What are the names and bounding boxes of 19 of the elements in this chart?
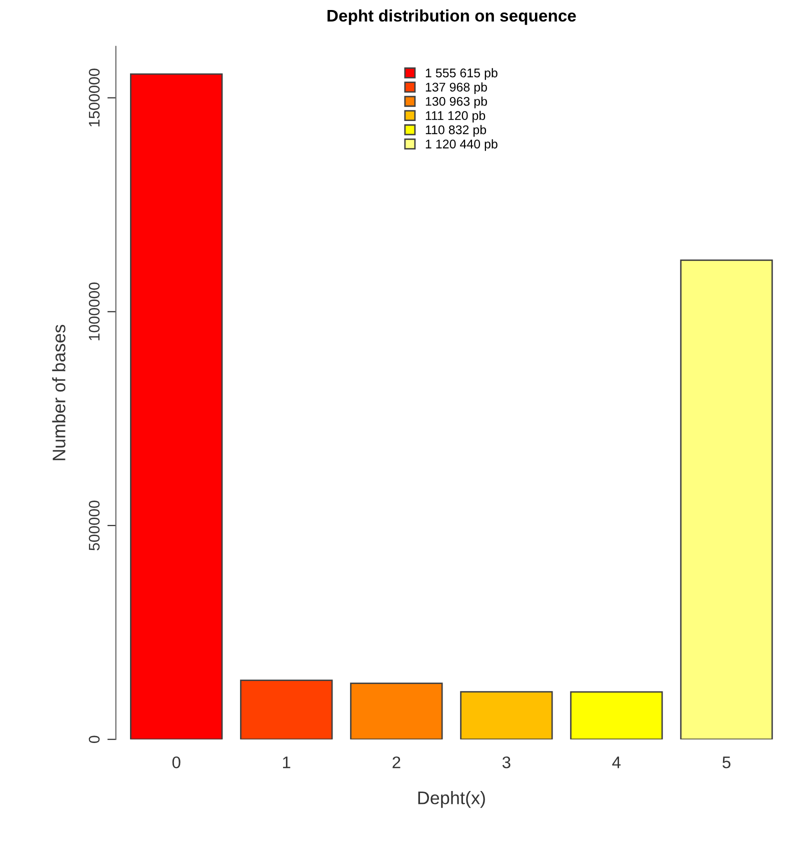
- legend-label: 130 963 pb: [426, 96, 487, 108]
- legend-label: 111 120 pb: [426, 110, 486, 122]
- y-tick-label: 1500000: [88, 68, 100, 126]
- x-tick-label: 0: [172, 756, 180, 768]
- x-tick-label: 5: [722, 756, 730, 768]
- x-tick-label: 1: [283, 756, 290, 768]
- legend-label: 110 832 pb: [426, 125, 486, 137]
- legend-label: 1 555 615 pb: [426, 68, 498, 80]
- x-tick-label: 3: [502, 756, 510, 768]
- legend-label: 1 120 440 pb: [426, 139, 498, 151]
- y-tick-label: 500000: [88, 500, 100, 550]
- x-tick-label: 4: [612, 756, 621, 768]
- chart-title: Depht distribution on sequence: [328, 9, 576, 25]
- x-tick-label: 2: [392, 756, 400, 768]
- y-tick-label: 0: [88, 736, 100, 744]
- y-tick-label: 1000000: [88, 282, 100, 340]
- legend-label: 137 968 pb: [426, 82, 487, 94]
- x-axis-title: Depht(x): [418, 791, 485, 808]
- y-axis-title: Number of bases: [52, 324, 66, 460]
